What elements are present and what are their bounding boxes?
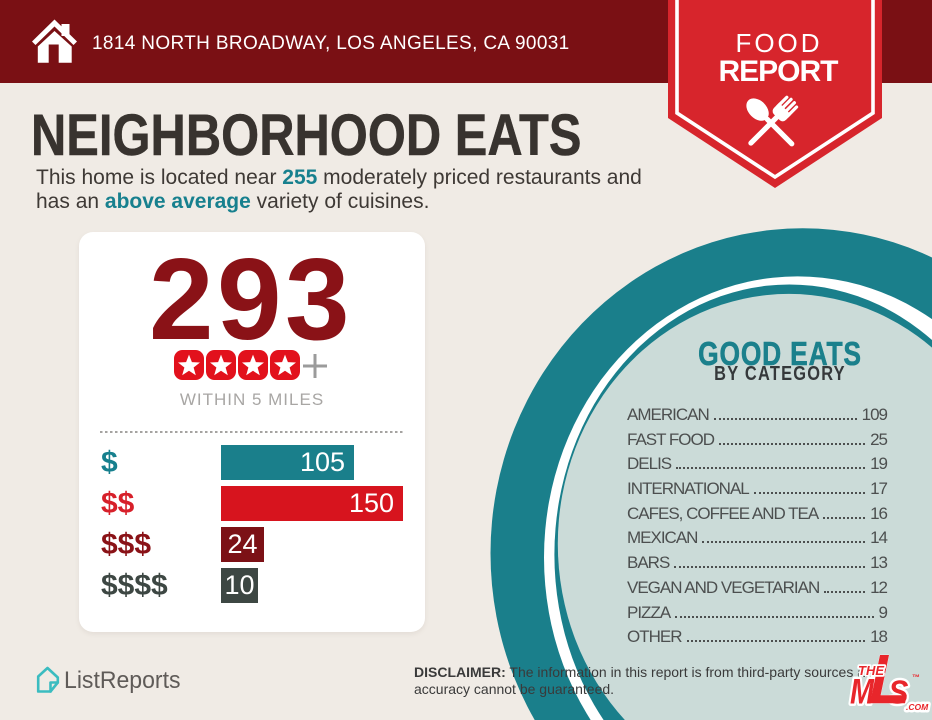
- svg-text:THE: THE: [858, 663, 884, 678]
- svg-text:FOOD: FOOD: [735, 28, 822, 58]
- svg-text:THE: THE: [858, 663, 884, 678]
- svg-text:™: ™: [912, 673, 920, 682]
- svg-text:REPORT: REPORT: [718, 55, 838, 88]
